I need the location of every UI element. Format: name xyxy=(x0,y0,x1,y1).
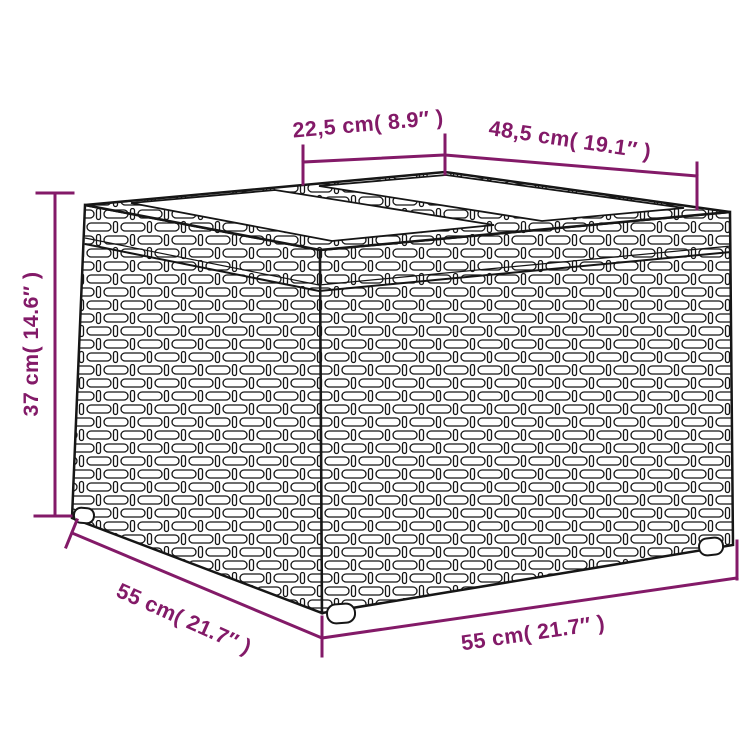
glass-panel-right xyxy=(318,174,685,222)
dimension-line-width xyxy=(320,539,739,658)
table-feet xyxy=(72,506,725,625)
table-foot-front xyxy=(326,602,357,625)
dimension-line-height xyxy=(33,191,75,518)
glass-panel-left xyxy=(130,189,495,242)
table-foot-left xyxy=(72,506,95,525)
dimension-lines xyxy=(33,133,739,658)
rim-edge-lower xyxy=(84,243,732,293)
wicker-table-illustration xyxy=(70,170,735,625)
table-foot-right xyxy=(698,536,725,557)
dim-label-height: 37 cm( 14.6″ ) xyxy=(19,272,43,417)
dimension-line-glass-length xyxy=(443,153,699,211)
dimension-line-depth xyxy=(64,518,324,640)
rim-edge-upper xyxy=(84,237,732,286)
